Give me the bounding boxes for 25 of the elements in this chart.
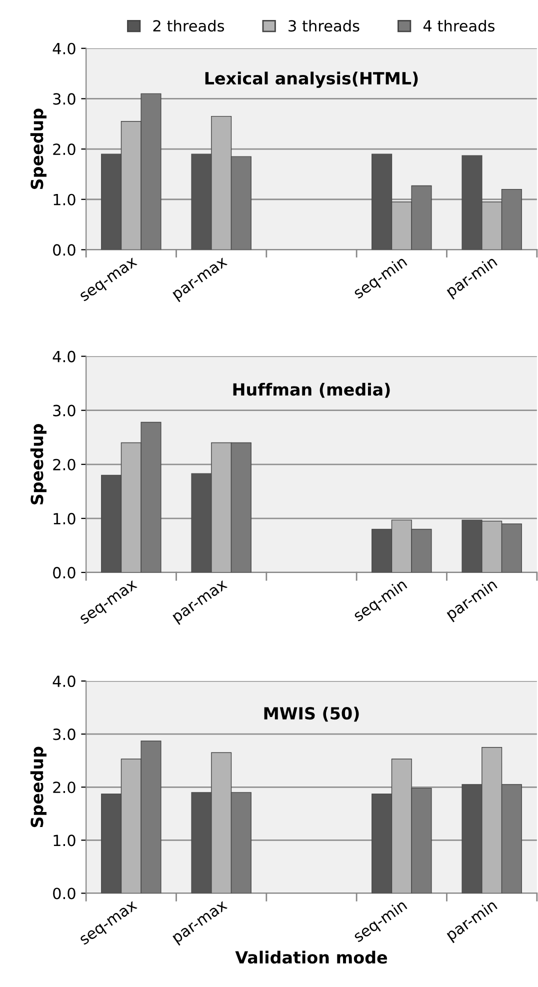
y-tick-label: 4.0 xyxy=(52,350,76,362)
y-tick-label: 4.0 xyxy=(52,675,76,688)
legend-label: 4 threads xyxy=(423,20,495,32)
y-tick-label: 1.0 xyxy=(54,834,76,846)
legend-label: 3 threads xyxy=(288,20,360,32)
y-tick-label: 2.0 xyxy=(53,782,76,794)
y-tick-label: 1.0 xyxy=(54,194,76,206)
y-axis-title: Speedup xyxy=(30,108,47,189)
text: MWIS (50) xyxy=(264,706,359,722)
legend-label: 2 threads xyxy=(153,20,224,32)
x-axis-title: Validation mode xyxy=(235,950,388,964)
y-tick-label: 4.0 xyxy=(52,42,76,54)
y-tick-label: 0.0 xyxy=(53,888,76,900)
y-tick-label: 3.0 xyxy=(53,93,76,105)
text: Lexical analysis(HTML) xyxy=(205,72,418,88)
y-tick-label: 0.0 xyxy=(53,244,76,256)
text: Huffman (media) xyxy=(233,382,390,398)
y-tick-label: 1.0 xyxy=(54,512,76,524)
y-tick-label: 0.0 xyxy=(53,566,76,578)
y-tick-label: 3.0 xyxy=(53,404,76,416)
y-axis-title: Speedup xyxy=(30,746,47,828)
y-tick-label: 2.0 xyxy=(53,458,76,470)
y-tick-label: 2.0 xyxy=(53,144,76,156)
y-axis-title: Speedup xyxy=(30,424,47,504)
y-tick-label: 3.0 xyxy=(53,728,76,740)
